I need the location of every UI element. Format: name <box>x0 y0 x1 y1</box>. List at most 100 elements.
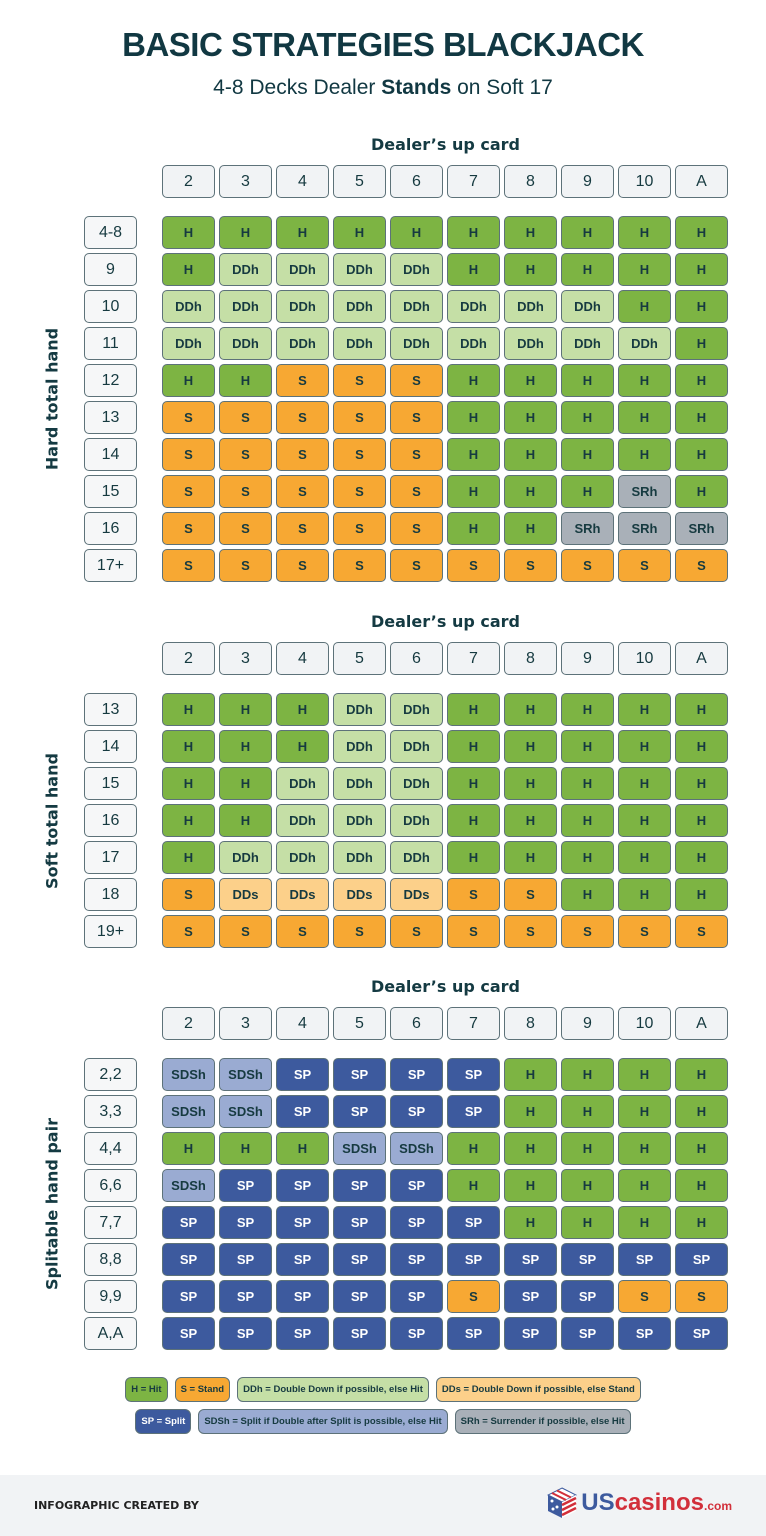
legend-item-sdsh: SDSh = Split if Double after Split is po… <box>198 1409 448 1434</box>
dealer-card-8: 8 <box>504 1007 557 1040</box>
row-label: 10 <box>84 290 137 323</box>
strategy-cell: DDh <box>618 327 671 360</box>
dealer-card-8: 8 <box>504 642 557 675</box>
strategy-cell: SP <box>276 1206 329 1239</box>
strategy-cell: SP <box>162 1206 215 1239</box>
strategy-cell: S <box>219 512 272 545</box>
row-label: 13 <box>84 401 137 434</box>
strategy-cell: H <box>447 253 500 286</box>
dealer-card-8: 8 <box>504 165 557 198</box>
strategy-cell: S <box>390 438 443 471</box>
strategy-cell: SP <box>447 1095 500 1128</box>
strategy-cell: H <box>162 253 215 286</box>
strategy-cell: H <box>447 401 500 434</box>
strategy-cell: H <box>618 401 671 434</box>
strategy-cell: SRh <box>618 512 671 545</box>
strategy-cell: DDh <box>390 327 443 360</box>
strategy-cell: DDh <box>333 290 386 323</box>
strategy-cell: SP <box>333 1169 386 1202</box>
uscasinos-logo[interactable]: UScasinos.com <box>547 1487 732 1519</box>
strategy-cell: DDh <box>447 327 500 360</box>
strategy-cell: SDSh <box>219 1095 272 1128</box>
strategy-cell: DDh <box>333 730 386 763</box>
strategy-cell: DDh <box>561 290 614 323</box>
dealer-card-7: 7 <box>447 1007 500 1040</box>
strategy-cell: H <box>504 1058 557 1091</box>
strategy-cell: DDh <box>390 767 443 800</box>
strategy-cell: S <box>390 475 443 508</box>
strategy-cell: S <box>162 549 215 582</box>
strategy-cell: SP <box>219 1169 272 1202</box>
footer: INFOGRAPHIC CREATED BY UScasinos.com <box>0 1475 766 1536</box>
strategy-cell: DDh <box>276 841 329 874</box>
strategy-cell: H <box>675 1095 728 1128</box>
strategy-cell: SP <box>675 1243 728 1276</box>
strategy-cell: DDh <box>276 767 329 800</box>
strategy-cell: DDh <box>390 693 443 726</box>
dealer-card-2: 2 <box>162 165 215 198</box>
strategy-cell: H <box>276 216 329 249</box>
strategy-cell: H <box>447 475 500 508</box>
dealer-card-3: 3 <box>219 642 272 675</box>
strategy-cell: H <box>561 1095 614 1128</box>
row-label: 4,4 <box>84 1132 137 1165</box>
strategy-cell: DDh <box>390 730 443 763</box>
strategy-cell: H <box>618 364 671 397</box>
dealer-card-6: 6 <box>390 165 443 198</box>
strategy-cell: S <box>162 878 215 911</box>
strategy-cell: H <box>561 475 614 508</box>
dealer-card-6: 6 <box>390 642 443 675</box>
strategy-cell: H <box>675 253 728 286</box>
strategy-cell: H <box>504 841 557 874</box>
strategy-cell: S <box>390 549 443 582</box>
row-label: 14 <box>84 730 137 763</box>
dealer-card-9: 9 <box>561 165 614 198</box>
strategy-cell: H <box>675 878 728 911</box>
strategy-cell: H <box>675 841 728 874</box>
strategy-cell: DDh <box>219 327 272 360</box>
legend-item-ddh: DDh = Double Down if possible, else Hit <box>237 1377 429 1402</box>
dealer-card-10: 10 <box>618 642 671 675</box>
row-label: 12 <box>84 364 137 397</box>
strategy-cell: DDh <box>276 253 329 286</box>
strategy-cell: S <box>390 915 443 948</box>
dealer-card-2: 2 <box>162 1007 215 1040</box>
page-title: BASIC STRATEGIES BLACKJACK <box>122 26 644 63</box>
strategy-cell: S <box>162 512 215 545</box>
strategy-cell: DDh <box>333 804 386 837</box>
strategy-cell: H <box>447 693 500 726</box>
strategy-cell: H <box>447 730 500 763</box>
strategy-cell: DDs <box>390 878 443 911</box>
strategy-cell: SP <box>390 1280 443 1313</box>
strategy-cell: H <box>504 767 557 800</box>
strategy-cell: H <box>219 1132 272 1165</box>
strategy-cell: S <box>219 915 272 948</box>
strategy-cell: H <box>675 327 728 360</box>
row-label: A,A <box>84 1317 137 1350</box>
strategy-cell: SDSh <box>162 1169 215 1202</box>
strategy-cell: SP <box>561 1280 614 1313</box>
strategy-cell: H <box>219 804 272 837</box>
strategy-cell: H <box>618 438 671 471</box>
side-label: Splitable hand pair <box>42 1118 62 1290</box>
strategy-cell: S <box>447 1280 500 1313</box>
strategy-cell: S <box>333 364 386 397</box>
strategy-cell: S <box>675 1280 728 1313</box>
strategy-cell: H <box>390 216 443 249</box>
strategy-cell: H <box>333 216 386 249</box>
strategy-cell: H <box>219 730 272 763</box>
strategy-cell: DDh <box>333 253 386 286</box>
strategy-cell: S <box>333 438 386 471</box>
strategy-cell: S <box>618 915 671 948</box>
strategy-cell: DDh <box>219 253 272 286</box>
strategy-cell: SP <box>219 1243 272 1276</box>
strategy-cell: H <box>675 1169 728 1202</box>
strategy-cell: H <box>447 841 500 874</box>
strategy-cell: S <box>333 915 386 948</box>
strategy-cell: S <box>276 915 329 948</box>
strategy-cell: H <box>675 1206 728 1239</box>
strategy-cell: H <box>618 216 671 249</box>
strategy-cell: SP <box>618 1317 671 1350</box>
strategy-cell: H <box>447 216 500 249</box>
strategy-cell: DDh <box>219 290 272 323</box>
